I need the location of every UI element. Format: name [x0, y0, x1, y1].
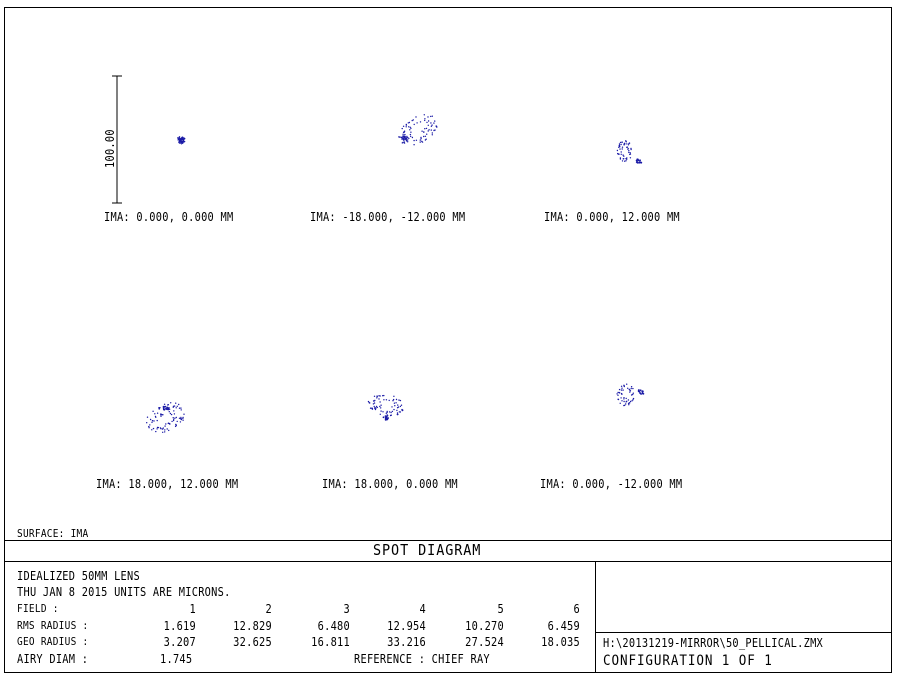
divider-info-vertical [595, 561, 596, 673]
panel-label-3: IMA: 0.000, 12.000 MM [544, 210, 680, 224]
field-value-4: 4 [419, 602, 426, 616]
chart-title: SPOT DIAGRAM [373, 541, 482, 559]
date-units-line: THU JAN 8 2015 UNITS ARE MICRONS. [17, 585, 231, 599]
reference-text: REFERENCE : CHIEF RAY [354, 652, 490, 666]
rms-value-5: 10.270 [465, 619, 504, 633]
file-path: H:\20131219-MIRROR\50_PELLICAL.ZMX [603, 636, 824, 650]
field-value-2: 2 [265, 602, 272, 616]
airy-label: AIRY DIAM : [17, 652, 89, 666]
rms-value-1: 1.619 [163, 619, 196, 633]
spot-pattern-5 [367, 394, 404, 421]
field-label: FIELD : [17, 602, 59, 615]
scale-bar [112, 75, 122, 204]
spot-pattern-6 [616, 383, 645, 407]
field-value-5: 5 [497, 602, 504, 616]
airy-value: 1.745 [160, 652, 193, 666]
geo-value-5: 27.524 [465, 635, 504, 649]
panel-label-4: IMA: 18.000, 12.000 MM [96, 477, 239, 491]
rms-value-3: 6.480 [317, 619, 350, 633]
spot-pattern-2 [398, 114, 438, 146]
lens-name: IDEALIZED 50MM LENS [17, 569, 140, 583]
field-value-3: 3 [343, 602, 350, 616]
geo-value-3: 16.811 [311, 635, 350, 649]
spot-pattern-1 [177, 136, 186, 145]
field-value-1: 1 [189, 602, 196, 616]
configuration: CONFIGURATION 1 OF 1 [603, 653, 773, 669]
rms-label: RMS RADIUS : [17, 619, 89, 632]
geo-value-4: 33.216 [387, 635, 426, 649]
geo-value-2: 32.625 [233, 635, 272, 649]
spot-pattern-3 [616, 140, 643, 164]
divider-title-bottom [4, 561, 892, 562]
divider-file-path [595, 632, 892, 633]
geo-label: GEO RADIUS : [17, 635, 89, 648]
spot-pattern-4 [146, 402, 185, 433]
rms-value-6: 6.459 [547, 619, 580, 633]
rms-value-4: 12.954 [387, 619, 426, 633]
panel-label-2: IMA: -18.000, -12.000 MM [310, 210, 466, 224]
panel-label-1: IMA: 0.000, 0.000 MM [104, 210, 234, 224]
surface-label: SURFACE: IMA [17, 527, 89, 540]
field-value-6: 6 [573, 602, 580, 616]
geo-value-1: 3.207 [163, 635, 196, 649]
scale-bar-label: 100.00 [103, 129, 117, 168]
plot-frame [4, 7, 892, 673]
geo-value-6: 18.035 [541, 635, 580, 649]
rms-value-2: 12.829 [233, 619, 272, 633]
panel-label-5: IMA: 18.000, 0.000 MM [322, 477, 458, 491]
divider-title-top [4, 540, 892, 541]
panel-label-6: IMA: 0.000, -12.000 MM [540, 477, 683, 491]
